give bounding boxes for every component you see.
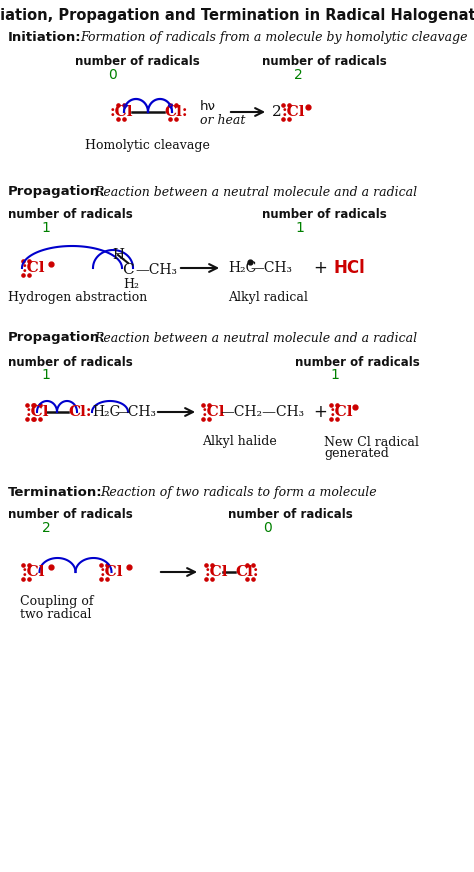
Text: number of radicals: number of radicals [262,56,387,69]
Text: +: + [313,259,327,277]
Text: Reaction of two radicals to form a molecule: Reaction of two radicals to form a molec… [100,486,377,499]
Text: :Cl: :Cl [26,405,49,419]
Text: 2: 2 [272,105,282,119]
Text: :Cl: :Cl [22,261,46,275]
Text: —CH₃: —CH₃ [114,405,156,419]
Text: Reaction between a neutral molecule and a radical: Reaction between a neutral molecule and … [94,331,417,344]
Text: H: H [112,248,124,262]
Text: Hydrogen abstraction: Hydrogen abstraction [8,291,147,304]
Text: number of radicals: number of radicals [8,208,133,221]
Text: Homolytic cleavage: Homolytic cleavage [85,139,210,152]
Text: —CH₃: —CH₃ [135,263,177,277]
Text: hν: hν [200,99,216,112]
Text: —CH₃: —CH₃ [250,261,292,275]
Text: number of radicals: number of radicals [295,356,420,369]
Text: 2: 2 [293,68,302,82]
Text: H₂: H₂ [123,278,139,291]
Text: C: C [122,263,134,277]
Text: 0: 0 [264,521,273,535]
Text: or heat: or heat [200,113,246,126]
Text: number of radicals: number of radicals [228,508,353,521]
Text: New Cl radical: New Cl radical [324,435,419,448]
Text: two radical: two radical [20,608,91,621]
Text: H₂C: H₂C [92,405,120,419]
Text: 2: 2 [42,521,50,535]
Text: +: + [313,403,327,421]
Text: :Cl: :Cl [282,105,306,119]
Text: number of radicals: number of radicals [262,208,387,221]
Text: :Cl: :Cl [22,565,46,579]
Text: 1: 1 [296,221,304,235]
Text: Cl:: Cl: [235,565,258,579]
Text: Propagation:: Propagation: [8,186,106,199]
Text: generated: generated [324,447,389,460]
Text: :Cl: :Cl [330,405,354,419]
Text: Alkyl radical: Alkyl radical [228,291,308,304]
Text: HCl: HCl [334,259,366,277]
Text: —CH₂—CH₃: —CH₂—CH₃ [220,405,304,419]
Text: number of radicals: number of radicals [75,56,200,69]
Text: :Cl: :Cl [110,105,134,119]
Text: :Cl: :Cl [202,405,226,419]
Text: number of radicals: number of radicals [8,356,133,369]
Text: 1: 1 [42,368,50,382]
Text: 1: 1 [330,368,339,382]
Text: Termination:: Termination: [8,486,103,499]
Text: 0: 0 [109,68,118,82]
Text: Formation of radicals from a molecule by homolytic cleavage: Formation of radicals from a molecule by… [80,31,467,44]
Text: Initiation:: Initiation: [8,31,82,44]
Text: :Cl: :Cl [205,565,228,579]
Text: Propagation:: Propagation: [8,331,106,344]
Text: Initiation, Propagation and Termination in Radical Halogenation: Initiation, Propagation and Termination … [0,9,474,24]
Text: Alkyl halide: Alkyl halide [202,435,277,448]
Text: Coupling of: Coupling of [20,596,93,609]
Text: number of radicals: number of radicals [8,508,133,521]
Text: Cl:: Cl: [68,405,91,419]
Text: Cl:: Cl: [164,105,188,119]
Text: 1: 1 [42,221,50,235]
Text: :Cl: :Cl [100,565,124,579]
Text: H₂C: H₂C [228,261,256,275]
Text: Reaction between a neutral molecule and a radical: Reaction between a neutral molecule and … [94,186,417,199]
